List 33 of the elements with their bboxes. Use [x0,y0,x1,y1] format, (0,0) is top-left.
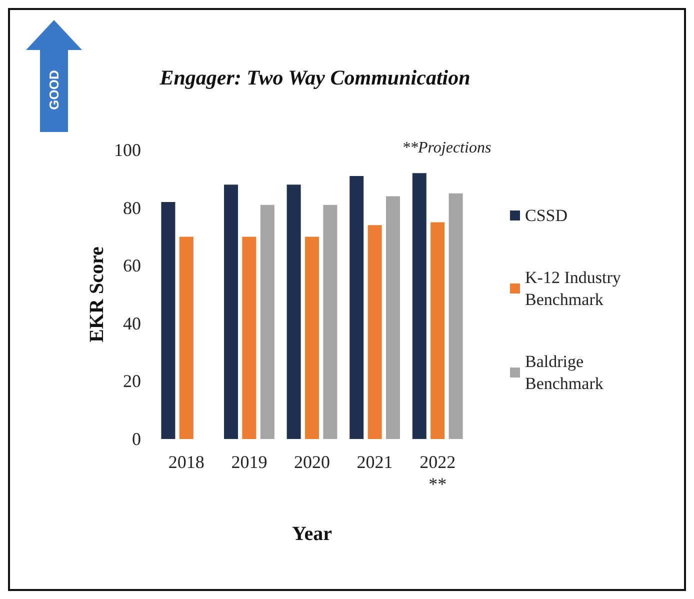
x-axis-title: Year [292,523,332,545]
legend-label: CSSD [525,206,568,225]
y-tick-label: 40 [123,313,141,334]
bar [161,202,176,439]
y-tick-label: 0 [132,429,141,449]
y-tick-label: 60 [123,256,141,276]
bar [242,236,256,439]
y-tick-label: 80 [123,198,141,218]
bar [260,204,274,439]
bar [286,184,301,439]
legend-label: Baldrige Benchmark [525,352,604,393]
bar [448,193,463,439]
bar [430,222,445,439]
y-axis-title: EKR Score [86,246,108,342]
bar [224,184,238,439]
x-tick-label: 2018 [168,452,204,472]
bar [323,204,338,439]
chart-title: Engager: Two Way Communication [158,66,470,90]
bar [412,173,426,439]
up-arrow-icon: GOOD [26,20,82,132]
x-tick-label: 2019 [231,452,268,472]
bar [179,236,194,439]
bar [368,225,382,439]
y-tick-label: 20 [123,371,141,392]
x-tick-label: 2020 [294,452,330,472]
bar [350,176,364,439]
x-tick-label: 2022 ** [420,452,456,494]
bar [305,236,319,439]
x-tick-label: 2021 [356,452,393,472]
bar [386,196,400,439]
y-tick-label: 100 [114,140,141,160]
legend-label: K-12 Industry Benchmark [525,268,626,309]
annotation: **Projections [402,140,492,156]
